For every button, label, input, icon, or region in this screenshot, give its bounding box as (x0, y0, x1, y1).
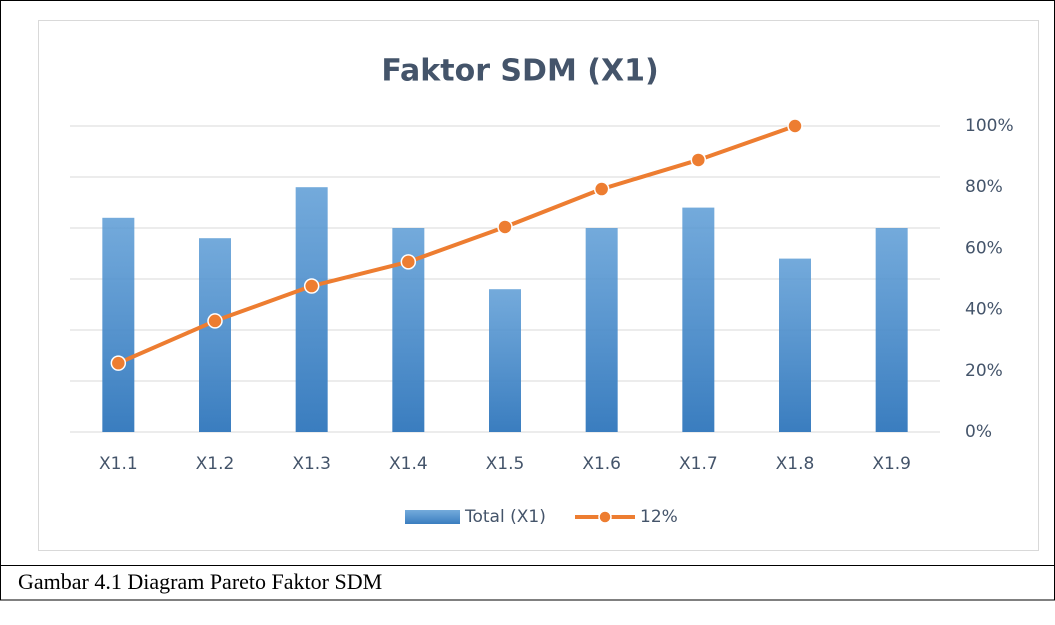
line-marker (787, 118, 803, 134)
x-tick-label: X1.8 (776, 454, 815, 474)
x-tick-label: X1.2 (196, 454, 235, 474)
legend-label: Total (X1) (464, 507, 546, 527)
y2-tick-label: 60% (965, 238, 1003, 258)
caption: Gambar 4.1 Diagram Pareto Faktor SDM (18, 569, 382, 594)
legend-swatch (598, 510, 612, 524)
x-tick-label: X1.5 (486, 454, 525, 474)
bar (102, 217, 135, 432)
bar (489, 289, 521, 432)
x-tick-label: X1.9 (872, 454, 911, 474)
line-marker (497, 219, 513, 235)
bar (199, 238, 231, 432)
bar (585, 228, 618, 432)
bar (682, 207, 715, 432)
chart-title: Faktor SDM (X1) (381, 54, 658, 89)
y2-tick-label: 20% (965, 361, 1003, 381)
y2-tick-label: 40% (965, 300, 1003, 320)
line-marker (400, 254, 417, 270)
x-tick-label: X1.1 (99, 454, 138, 474)
line-marker (593, 181, 610, 197)
x-tick-label: X1.7 (679, 454, 718, 474)
y2-tick-label: 0% (965, 422, 992, 442)
x-tick-label: X1.6 (582, 454, 621, 474)
y2-tick-label: 100% (965, 116, 1014, 136)
x-tick-label: X1.4 (389, 454, 428, 474)
bar (295, 187, 328, 432)
x-tick-label: X1.3 (292, 454, 331, 474)
line-marker (207, 313, 223, 329)
bar (779, 258, 811, 432)
line-marker (690, 152, 707, 168)
line (117, 124, 796, 365)
line-marker (110, 355, 127, 371)
legend-label: 12% (640, 507, 678, 527)
line-marker (303, 278, 320, 294)
y2-tick-label: 80% (965, 177, 1003, 197)
bar (875, 228, 908, 432)
legend-swatch (405, 510, 460, 524)
